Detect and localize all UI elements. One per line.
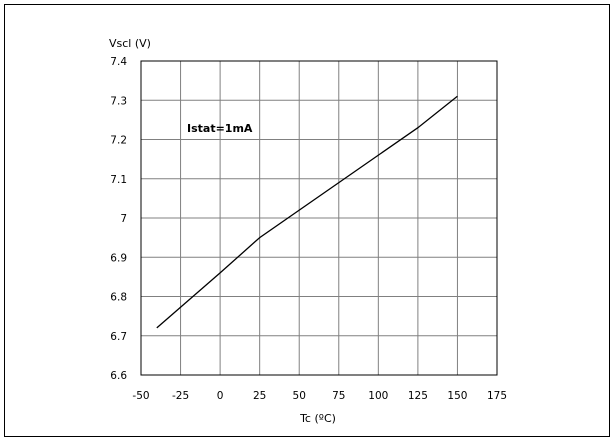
series-line (156, 95, 458, 329)
x-tick-label: -25 (172, 390, 189, 402)
x-axis-title: Tc (ºC) (299, 412, 336, 425)
y-tick-label: 6.9 (110, 252, 127, 264)
x-tick-label: 100 (368, 390, 388, 402)
y-tick-label: 7.4 (110, 56, 127, 68)
y-axis-title: Vscl (V) (109, 37, 151, 50)
x-tick-label: 75 (332, 390, 345, 402)
y-tick-label: 6.8 (110, 292, 127, 304)
series-lines (156, 95, 458, 329)
y-tick-labels: 6.6 6.7 6.8 6.9 7 7.1 7.2 7.3 7.4 (110, 56, 127, 382)
y-tick-label: 7 (120, 213, 127, 225)
plot-area (140, 60, 498, 376)
x-tick-label: 175 (487, 390, 507, 402)
x-tick-label: -50 (132, 390, 149, 402)
y-tick-label: 6.7 (110, 331, 127, 343)
y-tick-label: 7.2 (110, 135, 127, 147)
y-tick-label: 7.3 (110, 95, 127, 107)
y-tick-label: 6.6 (110, 370, 127, 382)
x-tick-label: 50 (293, 390, 306, 402)
x-tick-label: 25 (253, 390, 266, 402)
x-tick-label: 0 (217, 390, 224, 402)
chart-annotation: Istat=1mA (187, 122, 253, 135)
x-tick-label: 125 (408, 390, 428, 402)
x-tick-label: 150 (447, 390, 467, 402)
chart-frame (4, 4, 610, 437)
y-tick-label: 7.1 (110, 174, 127, 186)
x-tick-labels: -50 -25 0 25 50 75 100 125 150 175 (132, 390, 507, 402)
